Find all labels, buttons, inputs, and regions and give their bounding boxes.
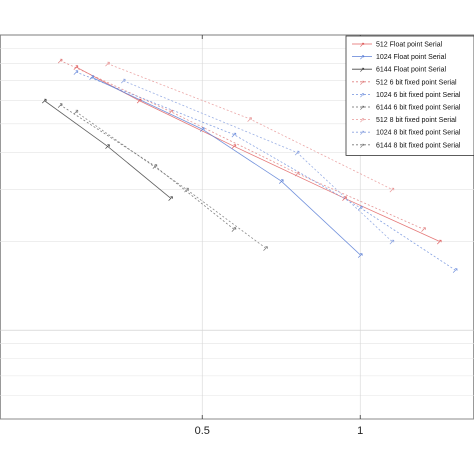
legend-marker: ↗ [359, 117, 365, 125]
series-line [107, 63, 392, 190]
legend-entry-label: 6144 8 bit fixed point Serial [376, 142, 461, 149]
data-point-marker: ↗ [388, 237, 395, 246]
data-point-marker: ↗ [167, 108, 174, 117]
data-point-marker: ↗ [357, 204, 364, 213]
legend-entry-label: 6144 6 bit fixed point Serial [376, 105, 461, 112]
data-point-marker: ↗ [262, 244, 269, 253]
series-line [75, 71, 456, 271]
data-point-marker: ↗ [151, 162, 158, 171]
data-point-marker: ↗ [230, 142, 237, 151]
data-point-marker: ↗ [341, 194, 348, 203]
data-point-marker: ↗ [278, 177, 285, 186]
data-point-marker: ↗ [357, 251, 364, 260]
legend-entry-label: 512 8 bit fixed point Serial [376, 117, 457, 124]
legend-marker: ↗ [359, 54, 365, 62]
data-point-marker: ↗ [57, 56, 64, 65]
data-point-marker: ↗ [436, 237, 443, 246]
legend-marker: ↗ [359, 79, 365, 87]
data-point-marker: ↗ [452, 266, 459, 275]
data-point-marker: ↗ [120, 77, 127, 86]
series-line [59, 104, 235, 230]
x-tick-label: 0.5 [195, 425, 210, 437]
series-lines [43, 60, 456, 271]
legend-marker: ↗ [359, 66, 365, 74]
data-point-marker: ↗ [294, 148, 301, 157]
legend-marker: ↗ [359, 91, 365, 99]
series-line [43, 100, 171, 199]
legend-marker: ↗ [359, 142, 365, 150]
data-point-marker: ↗ [41, 96, 48, 105]
data-point-marker: ↗ [57, 101, 64, 110]
data-point-marker: ↗ [72, 108, 79, 117]
data-point-marker: ↗ [136, 96, 143, 105]
legend-entry-label: 1024 6 bit fixed point Serial [376, 92, 461, 99]
legend-marker: ↗ [359, 104, 365, 112]
data-point-marker: ↗ [72, 63, 79, 72]
data-point-marker: ↗ [388, 185, 395, 194]
data-point-marker: ↗ [104, 142, 111, 151]
data-point-marker: ↗ [420, 225, 427, 234]
legend-entry-label: 6144 Float point Serial [376, 67, 446, 74]
legend-entry-label: 1024 8 bit fixed point Serial [376, 130, 461, 137]
data-point-marker: ↗ [246, 115, 253, 124]
data-point-marker: ↗ [183, 185, 190, 194]
legend-box [345, 35, 474, 156]
data-point-marker: ↗ [88, 73, 95, 82]
x-tick-label: 1 [357, 425, 363, 437]
legend-entry-label: 512 Float point Serial [376, 42, 443, 49]
series-line [91, 76, 361, 256]
legend: ↗ 512 Float point Serial ↗ 1024 Float point… [345, 35, 474, 156]
series-line [75, 111, 266, 249]
legend-marker: ↗ [359, 41, 365, 49]
legend-marker: ↗ [359, 129, 365, 137]
legend-entry-label: 1024 Float point Serial [376, 54, 446, 61]
data-point-marker: ↗ [199, 125, 206, 134]
data-point-marker: ↗ [294, 169, 301, 178]
x-axis-ticks: 0.5 1 [195, 35, 363, 437]
legend-entry-label: 512 6 bit fixed point Serial [376, 79, 457, 86]
series-line [59, 60, 424, 230]
data-point-marker: ↗ [72, 68, 79, 77]
data-point-marker: ↗ [104, 60, 111, 69]
series-line [123, 80, 393, 242]
data-point-marker: ↗ [230, 225, 237, 234]
data-point-marker: ↗ [230, 131, 237, 140]
data-point-marker: ↗ [167, 194, 174, 203]
series-markers: ↗ ↗ ↗ ↗ ↗ ↗ ↗ ↗ ↗ ↗ ↗ ↗ ↗ ↗ ↗ ↗ ↗ ↗ ↗ ↗ ↗ ↗ ↗ ↗ ↗ ↗ ↗ ↗ ↗ ↗ ↗ ↗ [41, 56, 459, 274]
